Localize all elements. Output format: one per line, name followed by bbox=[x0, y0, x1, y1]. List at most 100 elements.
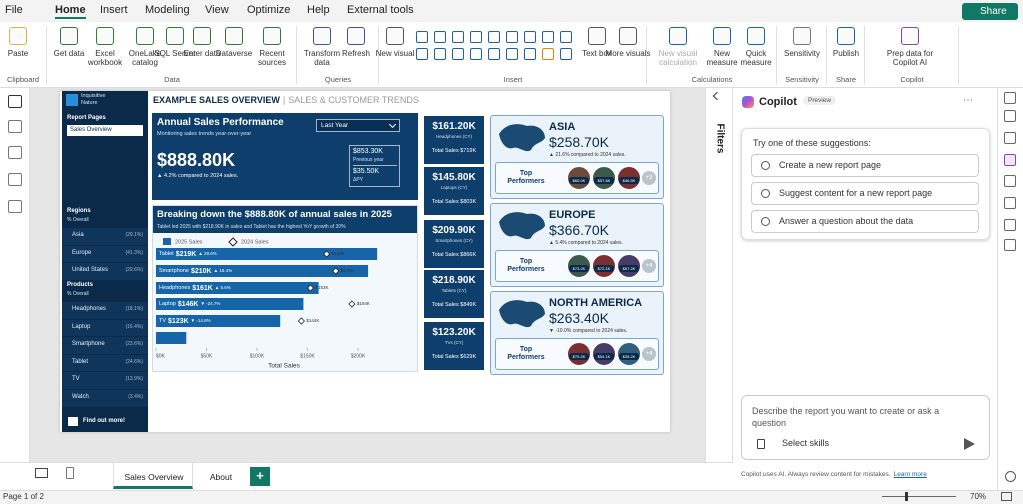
ribbon-icon[interactable] bbox=[313, 27, 331, 45]
region-card[interactable]: NORTH AMERICA $263.40K ▼ -10.0% compared t… bbox=[490, 291, 664, 375]
ribbon-icon[interactable] bbox=[619, 27, 637, 45]
visual-gallery-icon[interactable] bbox=[506, 48, 518, 60]
product-card[interactable]: $218.90K Tablets (CY) Total Sales $849K bbox=[424, 270, 484, 318]
suggestion-button[interactable]: Create a new report page bbox=[751, 154, 979, 177]
view-icon[interactable] bbox=[8, 120, 22, 133]
visual-gallery-icon[interactable] bbox=[434, 48, 446, 60]
ribbon-icon[interactable] bbox=[96, 27, 114, 45]
pane-icon[interactable] bbox=[1004, 197, 1016, 209]
add-page-button[interactable]: + bbox=[250, 467, 270, 486]
ribbon-icon[interactable] bbox=[136, 27, 154, 45]
period-dropdown[interactable]: Last Year bbox=[316, 119, 400, 132]
pane-icon[interactable] bbox=[1004, 175, 1016, 187]
page-view-icon[interactable] bbox=[35, 468, 48, 478]
nav-row[interactable]: Asia (29.1%) bbox=[62, 228, 148, 245]
menu-tab[interactable]: External tools bbox=[347, 4, 414, 16]
ribbon-button-label[interactable]: Get data bbox=[53, 49, 85, 58]
view-icon[interactable] bbox=[8, 146, 22, 159]
ribbon-button-label[interactable]: Prep data for Copilot AI bbox=[886, 49, 934, 67]
ribbon-icon[interactable] bbox=[347, 27, 365, 45]
menu-tab[interactable]: Optimize bbox=[247, 4, 291, 16]
pane-icon[interactable] bbox=[1004, 110, 1016, 122]
ribbon-icon[interactable] bbox=[901, 27, 919, 45]
ribbon-icon[interactable] bbox=[193, 27, 211, 45]
visual-gallery-icon[interactable] bbox=[560, 48, 572, 60]
visual-gallery-icon[interactable] bbox=[470, 48, 482, 60]
more-performers[interactable]: +4 bbox=[642, 259, 656, 273]
ribbon-icon[interactable] bbox=[166, 27, 184, 45]
product-card[interactable]: $145.80K Laptops (CY) Total Sales $803K bbox=[424, 167, 484, 215]
pane-icon[interactable] bbox=[1004, 132, 1016, 144]
share-button[interactable]: Share bbox=[962, 3, 1018, 20]
menu-tab[interactable]: Home bbox=[55, 4, 86, 19]
fit-icon[interactable] bbox=[1001, 492, 1012, 501]
menu-tab[interactable]: File bbox=[5, 4, 23, 16]
ribbon-button-label[interactable]: New visual bbox=[375, 49, 415, 58]
nav-row[interactable]: Watch (3.4%) bbox=[62, 390, 148, 407]
ribbon-icon[interactable] bbox=[837, 27, 855, 45]
ribbon-button-label[interactable]: Paste bbox=[7, 49, 29, 58]
cta-label[interactable]: Find out more! bbox=[83, 418, 125, 424]
more-performers[interactable]: +3 bbox=[642, 171, 656, 185]
nav-row[interactable]: Smartphone (23.6%) bbox=[62, 337, 148, 354]
menu-tab[interactable]: Insert bbox=[100, 4, 128, 16]
visual-gallery-icon[interactable] bbox=[542, 31, 554, 43]
ribbon-icon[interactable] bbox=[588, 27, 606, 45]
nav-row[interactable]: Laptop (16.4%) bbox=[62, 319, 148, 337]
ribbon-button-label[interactable]: Transform data bbox=[303, 49, 341, 67]
view-icon[interactable] bbox=[8, 200, 22, 213]
product-card[interactable]: $209.90K Smartphones (CY) Total Sales $866… bbox=[424, 220, 484, 268]
nav-row[interactable]: Europe (41.3%) bbox=[62, 245, 148, 262]
ribbon-icon[interactable] bbox=[9, 27, 27, 45]
menu-tab[interactable]: View bbox=[205, 4, 229, 16]
page-tab[interactable]: Sales Overview bbox=[113, 463, 193, 489]
copilot-input[interactable]: Describe the report you want to create o… bbox=[741, 395, 990, 460]
visual-gallery-icon[interactable] bbox=[434, 31, 446, 43]
mobile-view-icon[interactable] bbox=[66, 467, 74, 479]
nav-row[interactable]: TV (13.9%) bbox=[62, 372, 148, 389]
ribbon-button-label[interactable]: SQL Server bbox=[154, 49, 196, 58]
filters-label[interactable]: Filters bbox=[714, 123, 726, 154]
ribbon-icon[interactable] bbox=[225, 27, 243, 45]
visual-gallery-icon[interactable] bbox=[560, 31, 572, 43]
ribbon-button-label[interactable]: Quick measure bbox=[740, 49, 772, 67]
ribbon-icon[interactable] bbox=[263, 27, 281, 45]
copilot-more[interactable]: ⋯ bbox=[963, 95, 973, 106]
region-card[interactable]: ASIA $258.70K ▲ 21.6% compared to 2024 sal… bbox=[490, 115, 664, 199]
page-tab[interactable]: About bbox=[196, 463, 246, 489]
nav-row[interactable]: Headphones (18.1%) bbox=[62, 302, 148, 319]
suggestion-button[interactable]: Suggest content for a new report page bbox=[751, 182, 979, 205]
skills-button[interactable]: Select skills bbox=[782, 438, 830, 448]
visual-gallery-icon[interactable] bbox=[524, 31, 536, 43]
region-card[interactable]: EUROPE $366.70K ▲ 5.4% compared to 2024 sa… bbox=[490, 203, 664, 287]
ribbon-button-label[interactable]: Excel workbook bbox=[87, 49, 123, 67]
view-icon[interactable] bbox=[8, 173, 22, 186]
visual-gallery-icon[interactable] bbox=[470, 31, 482, 43]
ribbon-button-label[interactable]: Dataverse bbox=[215, 49, 253, 58]
visual-gallery-icon[interactable] bbox=[488, 48, 500, 60]
ribbon-icon[interactable] bbox=[747, 27, 765, 45]
ribbon-button-label[interactable]: Text box bbox=[582, 49, 612, 58]
ribbon-icon[interactable] bbox=[60, 27, 78, 45]
nav-row[interactable]: Tablet (24.6%) bbox=[62, 354, 148, 372]
pane-icon[interactable] bbox=[1004, 219, 1016, 231]
menu-tab[interactable]: Modeling bbox=[145, 4, 190, 16]
ribbon-button-label[interactable]: New measure bbox=[706, 49, 738, 67]
ribbon-button-label[interactable]: Publish bbox=[832, 49, 860, 58]
view-icon[interactable] bbox=[8, 95, 22, 108]
ribbon-button-label[interactable]: OneLake catalog bbox=[128, 49, 162, 67]
nav-row[interactable]: United States (29.6%) bbox=[62, 263, 148, 280]
send-button[interactable] bbox=[964, 438, 975, 450]
ribbon-icon[interactable] bbox=[713, 27, 731, 45]
product-card[interactable]: $161.20K Headphones (CY) Total Sales $719K bbox=[424, 116, 484, 164]
settings-icon[interactable] bbox=[1005, 471, 1016, 482]
ribbon-icon[interactable] bbox=[793, 27, 811, 45]
ribbon-button-label[interactable]: Recent sources bbox=[257, 49, 286, 67]
product-card[interactable]: $123.20K TVs (CY) Total Sales $629K bbox=[424, 322, 484, 370]
visual-gallery-icon[interactable] bbox=[506, 31, 518, 43]
zoom-thumb[interactable] bbox=[905, 492, 908, 501]
ribbon-button-label[interactable]: New visual calculation bbox=[658, 49, 698, 67]
nav-page-button[interactable]: Sales Overview bbox=[67, 125, 143, 136]
visual-gallery-icon[interactable] bbox=[542, 48, 554, 60]
visual-gallery-icon[interactable] bbox=[416, 31, 428, 43]
